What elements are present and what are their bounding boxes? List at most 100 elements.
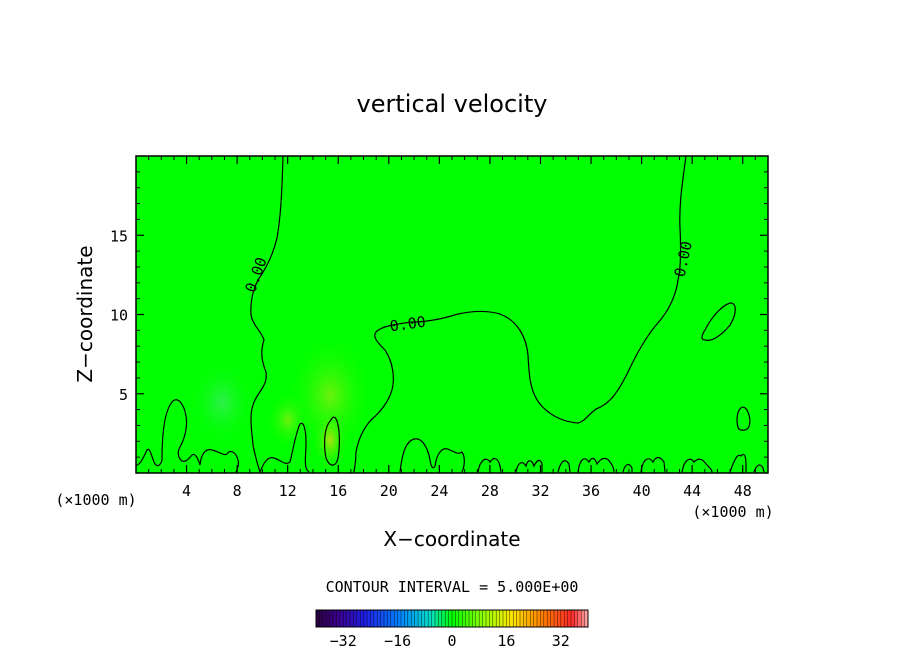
colorbar-cell	[489, 610, 494, 627]
colorbar-cell	[479, 610, 483, 627]
y-tick-label: 15	[110, 227, 128, 245]
colorbar-cell	[564, 610, 568, 627]
colorbar-cell	[458, 610, 463, 627]
colorbar-cell	[329, 610, 334, 627]
colorbar-cell	[370, 610, 375, 627]
colorbar-cell	[421, 610, 426, 627]
colorbar-cell	[418, 610, 422, 627]
colorbar-cell	[326, 610, 330, 627]
colorbar-cell	[394, 610, 398, 627]
colorbar-cell	[448, 610, 453, 627]
x-tick-label: 8	[233, 482, 242, 500]
colorbar-frame	[315, 609, 589, 628]
x-tick-label: 40	[633, 482, 651, 500]
colorbar-cell	[353, 610, 358, 627]
colorbar-tick-label: 32	[552, 632, 570, 650]
colorbar-tick-label: −16	[384, 632, 411, 650]
colorbar-cell	[428, 610, 432, 627]
colorbar-cell	[577, 610, 582, 627]
colorbar-cell	[401, 610, 405, 627]
colorbar-cell	[520, 610, 524, 627]
colorbar-cell	[526, 610, 531, 627]
colorbar: −32 −16 0 16 32	[315, 609, 589, 650]
colorbar-cell	[441, 610, 446, 627]
colorbar-cell	[540, 610, 545, 627]
colorbar-cell	[350, 610, 354, 627]
x-tick-label: 28	[481, 482, 499, 500]
colorbar-cell	[581, 610, 585, 627]
colorbar-cell	[513, 610, 517, 627]
colorbar-cell	[363, 610, 368, 627]
colorbar-cell	[543, 610, 548, 627]
colorbar-cell	[499, 610, 504, 627]
colorbar-cell	[571, 610, 575, 627]
colorbar-cell	[407, 610, 412, 627]
colorbar-cell	[360, 610, 364, 627]
contour-closed-upper-right	[701, 302, 736, 341]
colorbar-cell	[496, 610, 500, 627]
colorbar-cell	[438, 610, 443, 627]
x-tick-label: 12	[279, 482, 297, 500]
y-axis-ticks: 5 10 15	[110, 171, 768, 458]
contour-interval-text: CONTOUR INTERVAL = 5.000E+00	[326, 578, 579, 596]
y-axis-label: Z−coordinate	[73, 245, 97, 382]
colorbar-cell	[319, 610, 324, 627]
x-tick-label: 44	[683, 482, 701, 500]
y-tick-label: 5	[119, 386, 128, 404]
colorbar-cells	[315, 610, 589, 627]
x-tick-label: 16	[329, 482, 347, 500]
colorbar-cell	[537, 610, 541, 627]
x-axis-ticks: 4 8 12 16 20 24 28 32 36 40 44 48	[148, 156, 756, 500]
contour-lines	[136, 156, 765, 473]
colorbar-cell	[424, 610, 429, 627]
contour-ground-1	[136, 399, 239, 473]
x-tick-label: 36	[582, 482, 600, 500]
colorbar-cell	[557, 610, 562, 627]
colorbar-cell	[322, 610, 327, 627]
x-tick-label: 32	[531, 482, 549, 500]
field-blob-positive-left	[266, 390, 310, 450]
colorbar-cell	[509, 610, 514, 627]
colorbar-cell	[486, 610, 490, 627]
colorbar-cell	[584, 610, 589, 627]
colorbar-cell	[530, 610, 534, 627]
colorbar-cell	[414, 610, 419, 627]
colorbar-tick-label: −32	[330, 632, 357, 650]
colorbar-cell	[367, 610, 371, 627]
colorbar-cell	[452, 610, 456, 627]
colorbar-cell	[560, 610, 565, 627]
colorbar-cell	[384, 610, 388, 627]
colorbar-cell	[503, 610, 507, 627]
colorbar-cell	[462, 610, 466, 627]
colorbar-cell	[482, 610, 487, 627]
colorbar-cell	[435, 610, 439, 627]
field-blob-negative	[188, 358, 256, 446]
colorbar-cell	[377, 610, 381, 627]
x-axis-label: X−coordinate	[383, 527, 520, 551]
colorbar-cell	[547, 610, 551, 627]
x-tick-label: 20	[380, 482, 398, 500]
x-tick-label: 4	[182, 482, 191, 500]
colorbar-cell	[574, 610, 579, 627]
colorbar-cell	[397, 610, 402, 627]
colorbar-cell	[523, 610, 528, 627]
colorbar-cell	[516, 610, 521, 627]
colorbar-cell	[455, 610, 460, 627]
colorbar-cell	[469, 610, 473, 627]
colorbar-cell	[380, 610, 385, 627]
colorbar-cell	[475, 610, 480, 627]
colorbar-cell	[390, 610, 395, 627]
field-shading	[188, 333, 374, 472]
colorbar-cell	[567, 610, 572, 627]
x-unit-right: (×1000 m)	[692, 503, 773, 521]
contour-ground-2	[259, 422, 310, 473]
contour-zero-main	[353, 156, 687, 473]
colorbar-cell	[554, 610, 558, 627]
contour-ground-3	[399, 438, 465, 473]
colorbar-cell	[550, 610, 555, 627]
contour-ground-small-cells	[477, 453, 765, 473]
contour-closed-lower-right	[736, 406, 751, 431]
colorbar-tick-labels: −32 −16 0 16 32	[330, 632, 570, 650]
contour-label: 0.00	[389, 313, 427, 336]
